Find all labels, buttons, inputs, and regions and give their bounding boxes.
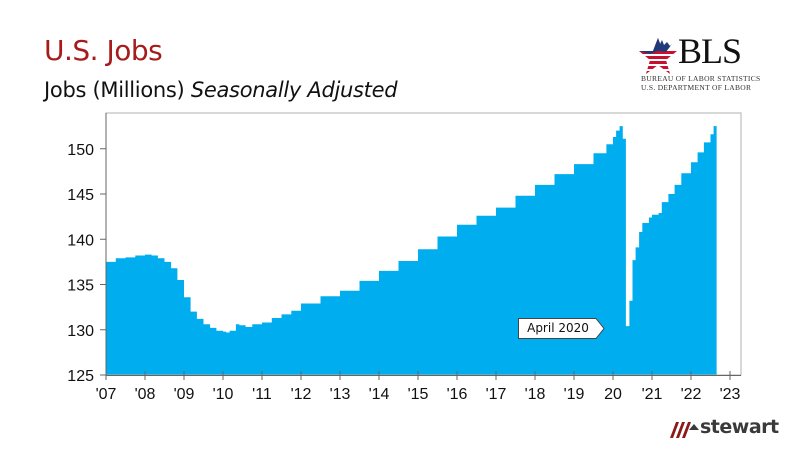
x-tick-label: '15 [408, 386, 429, 403]
x-tick-label: '09 [174, 386, 195, 403]
x-tick-label: '17 [486, 386, 507, 403]
x-tick-label: '13 [330, 386, 351, 403]
chart-subtitle: Jobs (Millions) Seasonally Adjusted [44, 78, 398, 102]
bls-line-2: U.S. DEPARTMENT OF LABOR [641, 83, 752, 92]
april-2020-callout: April 2020 [518, 318, 605, 339]
x-tick-label: '12 [291, 386, 312, 403]
y-tick-label: 140 [67, 232, 94, 249]
data-area [106, 126, 717, 375]
y-tick-label: 135 [67, 278, 94, 295]
x-tick-label: '14 [369, 386, 390, 403]
x-tick-label: 20 [604, 386, 622, 403]
y-tick-label: 130 [67, 323, 94, 340]
stewart-stripes-icon [670, 422, 699, 438]
bls-line-1: BUREAU OF LABOR STATISTICS [641, 74, 761, 83]
bls-wordmark: BLS [678, 31, 742, 71]
stewart-wordmark: stewart [700, 416, 779, 438]
x-tick-label: '18 [525, 386, 546, 403]
y-tick-label: 125 [67, 368, 94, 385]
x-axis-ticks: '07 '08 '09 '10 '11 '12 '13 '14 '15 '16 '17 '18 '19 2… [96, 371, 741, 403]
x-tick-label: '21 [642, 386, 663, 403]
bls-logo: BLS BUREAU OF LABOR STATISTICS U.S. DEPA… [636, 31, 776, 92]
x-tick-label: '22 [681, 386, 702, 403]
x-tick-label: '08 [135, 386, 156, 403]
x-tick-label: '19 [564, 386, 585, 403]
x-tick-label: '07 [96, 386, 117, 403]
subtitle-main: Jobs (Millions) [44, 78, 185, 102]
y-tick-label: 150 [67, 142, 94, 159]
y-tick-label: 145 [67, 187, 94, 204]
callout-label: April 2020 [527, 321, 589, 335]
chart-title: U.S. Jobs [44, 34, 163, 67]
y-axis-ticks: 125 130 135 140 145 150 [67, 142, 106, 385]
x-tick-label: '23 [720, 386, 741, 403]
jobs-area [106, 126, 717, 375]
callout-arrow-shape [518, 318, 605, 339]
subtitle-italic: Seasonally Adjusted [190, 78, 398, 102]
bls-star-icon [639, 38, 677, 74]
x-tick-label: '11 [252, 386, 272, 403]
x-tick-label: '10 [213, 386, 234, 403]
x-tick-label: '16 [447, 386, 468, 403]
